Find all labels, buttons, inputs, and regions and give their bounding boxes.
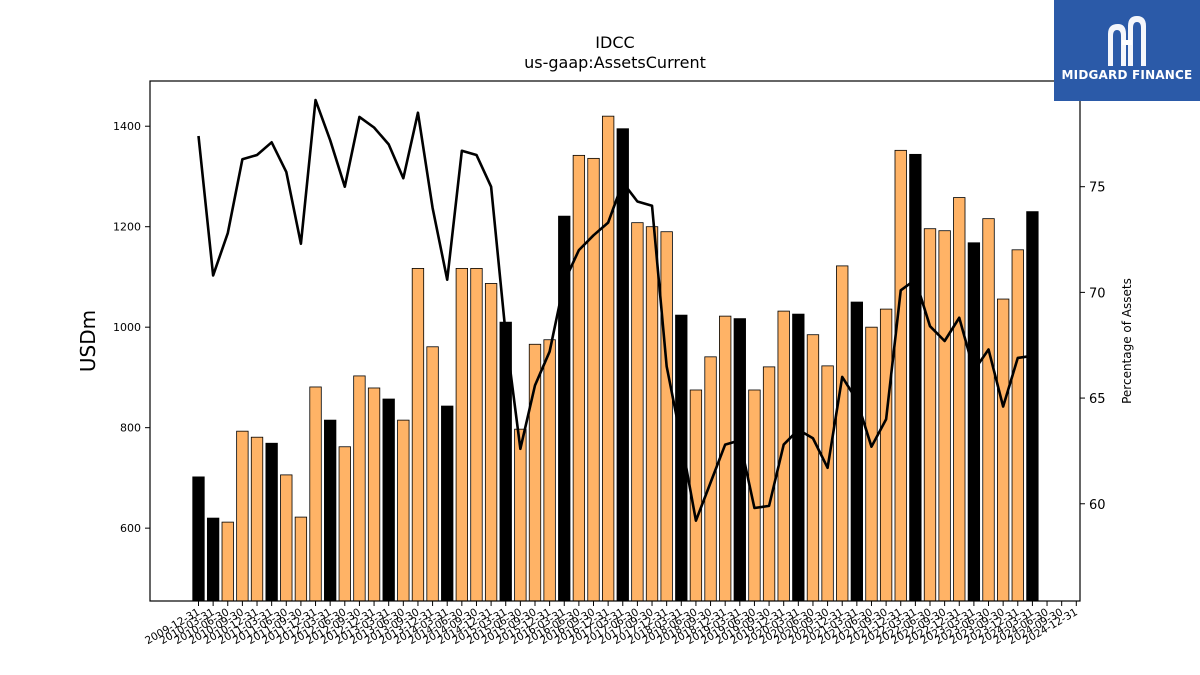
line-path — [197, 98, 1033, 522]
bar — [426, 346, 439, 602]
bar — [338, 446, 351, 602]
y2-axis-label: Percentage of Assets — [1120, 278, 1134, 404]
bar — [982, 218, 995, 602]
bar — [938, 230, 951, 602]
brand-logo: MIDGARD FINANCE — [1054, 0, 1200, 101]
bar — [792, 313, 805, 602]
bar — [909, 153, 922, 602]
bar — [587, 157, 600, 602]
bar — [704, 356, 717, 602]
logo-mark-icon — [1108, 16, 1146, 66]
y2-tick-label: 70 — [1089, 286, 1106, 301]
bar — [660, 231, 673, 602]
y2-tick-label: 60 — [1089, 498, 1106, 513]
bar — [543, 339, 556, 602]
y2-tick-label: 65 — [1089, 392, 1106, 407]
bar-series — [192, 115, 1039, 602]
y-axis-right: 60 65 70 75 — [1080, 181, 1106, 513]
bar — [353, 375, 366, 602]
bar — [397, 419, 410, 602]
bar — [192, 476, 205, 602]
bar — [1011, 249, 1024, 602]
bar — [324, 419, 337, 602]
bar — [923, 228, 937, 602]
bar — [309, 386, 322, 602]
bar — [997, 298, 1010, 602]
bar — [484, 283, 498, 602]
bar — [631, 222, 644, 602]
y-tick-label: 1000 — [113, 321, 141, 334]
bar — [850, 301, 863, 602]
bar — [514, 428, 527, 602]
plot-frame — [149, 80, 1081, 602]
y-axis-label: USDm — [76, 310, 100, 372]
bar — [411, 267, 425, 602]
y-tick-label: 800 — [120, 422, 141, 435]
bar — [1026, 211, 1039, 602]
bar — [221, 521, 234, 602]
line-series — [197, 98, 1033, 522]
bar — [382, 398, 395, 602]
bar — [367, 387, 381, 602]
bar — [441, 405, 454, 602]
bar — [470, 267, 483, 602]
bar — [616, 128, 629, 602]
chart-subtitle: us-gaap:AssetsCurrent — [524, 53, 706, 72]
bar — [953, 197, 966, 602]
brand-name: MIDGARD FINANCE — [1061, 68, 1193, 82]
bar — [806, 334, 820, 602]
bar — [821, 365, 834, 602]
bar — [455, 267, 468, 602]
bar — [265, 442, 278, 602]
y-tick-label: 1200 — [113, 221, 141, 234]
bar — [865, 326, 878, 602]
bar — [836, 265, 849, 602]
y-axis-left: 600 800 1000 1200 1400 — [113, 120, 150, 535]
bar — [294, 516, 308, 602]
bar — [280, 474, 293, 602]
bar — [967, 242, 981, 602]
bar — [894, 149, 907, 602]
bar — [601, 115, 615, 602]
bar — [250, 436, 264, 602]
y-tick-label: 600 — [120, 522, 141, 535]
bar — [236, 430, 249, 602]
y2-tick-label: 75 — [1089, 181, 1106, 196]
bar — [572, 154, 586, 602]
y-tick-label: 1400 — [113, 120, 141, 133]
chart-title: IDCC — [595, 33, 634, 52]
bar — [879, 308, 893, 602]
x-axis: 2009-12-312010-03-312010-06-302010-09-30… — [143, 601, 1080, 647]
bar — [206, 517, 220, 602]
bar — [645, 226, 659, 602]
